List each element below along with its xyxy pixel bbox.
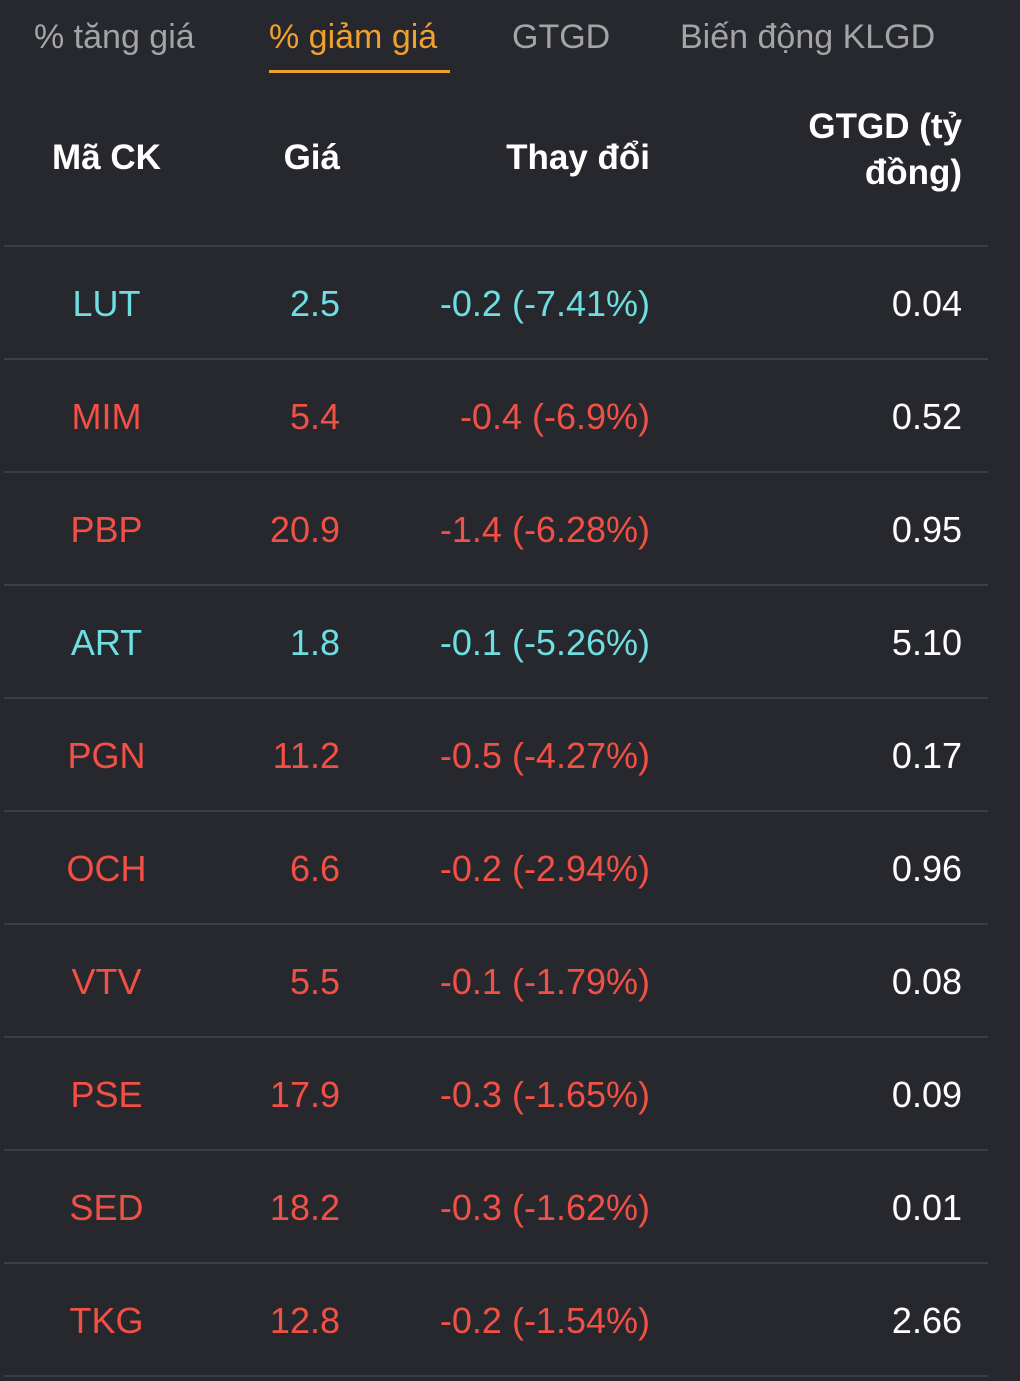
table-row[interactable]: LUT 2.5 -0.2 (-7.41%) 0.04: [4, 247, 988, 360]
stock-change: -0.5 (-4.27%): [439, 735, 650, 776]
tab-price-decrease[interactable]: % giảm giá: [269, 18, 438, 56]
table-header: Mã CK Giá Thay đổi GTGD (tỷ đồng): [4, 90, 988, 247]
trading-value: 0.96: [891, 848, 962, 889]
table-body: LUT 2.5 -0.2 (-7.41%) 0.04 MIM 5.4 -0.4 (-6.9%…: [4, 247, 988, 1377]
table-row[interactable]: ART 1.8 -0.1 (-5.26%) 5.10: [4, 586, 988, 699]
trading-value: 0.95: [891, 509, 962, 550]
table-row[interactable]: PBP 20.9 -1.4 (-6.28%) 0.95: [4, 473, 988, 586]
table-row[interactable]: VTV 5.5 -0.1 (-1.79%) 0.08: [4, 925, 988, 1038]
stock-price: 6.6: [289, 848, 340, 889]
column-header-value-line2: đồng): [864, 153, 962, 192]
stock-code: MIM: [71, 396, 142, 437]
stock-price: 1.8: [289, 622, 340, 663]
trading-value: 0.04: [891, 283, 962, 324]
column-header-value-line1: GTGD (tỷ: [808, 107, 962, 146]
stock-price: 5.5: [289, 961, 340, 1002]
trading-value: 0.17: [891, 735, 962, 776]
stock-change: -0.3 (-1.65%): [439, 1074, 650, 1115]
stock-code: SED: [69, 1187, 144, 1228]
stock-code: PBP: [70, 509, 143, 550]
stock-price: 12.8: [269, 1300, 340, 1341]
stock-table: Mã CK Giá Thay đổi GTGD (tỷ đồng) LUT 2.5…: [4, 90, 988, 1377]
tab-trading-value[interactable]: GTGD: [512, 18, 611, 56]
trading-value: 0.01: [891, 1187, 962, 1228]
stock-price: 2.5: [289, 283, 340, 324]
active-tab-indicator: [269, 70, 450, 73]
stock-code: PSE: [70, 1074, 143, 1115]
table-row[interactable]: TKG 12.8 -0.2 (-1.54%) 2.66: [4, 1264, 988, 1377]
trading-value: 0.52: [891, 396, 962, 437]
tab-price-increase[interactable]: % tăng giá: [34, 18, 195, 56]
stock-code: TKG: [69, 1300, 144, 1341]
tab-bar: % tăng giá % giảm giá GTGD Biến động KLG…: [0, 0, 1020, 90]
column-header-code: Mã CK: [52, 138, 161, 177]
stock-change: -0.2 (-1.54%): [439, 1300, 650, 1341]
stock-price: 17.9: [269, 1074, 340, 1115]
trading-value: 0.09: [891, 1074, 962, 1115]
table-row[interactable]: SED 18.2 -0.3 (-1.62%) 0.01: [4, 1151, 988, 1264]
stock-change: -0.1 (-5.26%): [439, 622, 650, 663]
stock-price: 20.9: [269, 509, 340, 550]
stock-change: -0.2 (-2.94%): [439, 848, 650, 889]
stock-change: -1.4 (-6.28%): [439, 509, 650, 550]
stock-change: -0.4 (-6.9%): [459, 396, 650, 437]
tab-volume-change[interactable]: Biến động KLGD: [680, 18, 936, 56]
stock-price: 11.2: [272, 735, 340, 776]
stock-change: -0.1 (-1.79%): [439, 961, 650, 1002]
column-header-value: GTGD (tỷ đồng): [744, 104, 962, 196]
column-header-change: Thay đổi: [506, 138, 650, 177]
stock-price: 18.2: [269, 1187, 340, 1228]
stock-price: 5.4: [289, 396, 340, 437]
table-row[interactable]: OCH 6.6 -0.2 (-2.94%) 0.96: [4, 812, 988, 925]
stock-code: OCH: [66, 848, 147, 889]
trading-value: 2.66: [891, 1300, 962, 1341]
stock-code: PGN: [67, 735, 146, 776]
trading-value: 0.08: [891, 961, 962, 1002]
stock-code: VTV: [71, 961, 142, 1002]
table-row[interactable]: PGN 11.2 -0.5 (-4.27%) 0.17: [4, 699, 988, 812]
trading-value: 5.10: [891, 622, 962, 663]
table-row[interactable]: PSE 17.9 -0.3 (-1.65%) 0.09: [4, 1038, 988, 1151]
stock-code: ART: [70, 622, 143, 663]
column-header-price: Giá: [283, 138, 340, 177]
table-row[interactable]: MIM 5.4 -0.4 (-6.9%) 0.52: [4, 360, 988, 473]
stock-change: -0.3 (-1.62%): [439, 1187, 650, 1228]
stock-code: LUT: [72, 283, 141, 324]
stock-change: -0.2 (-7.41%): [439, 283, 650, 324]
